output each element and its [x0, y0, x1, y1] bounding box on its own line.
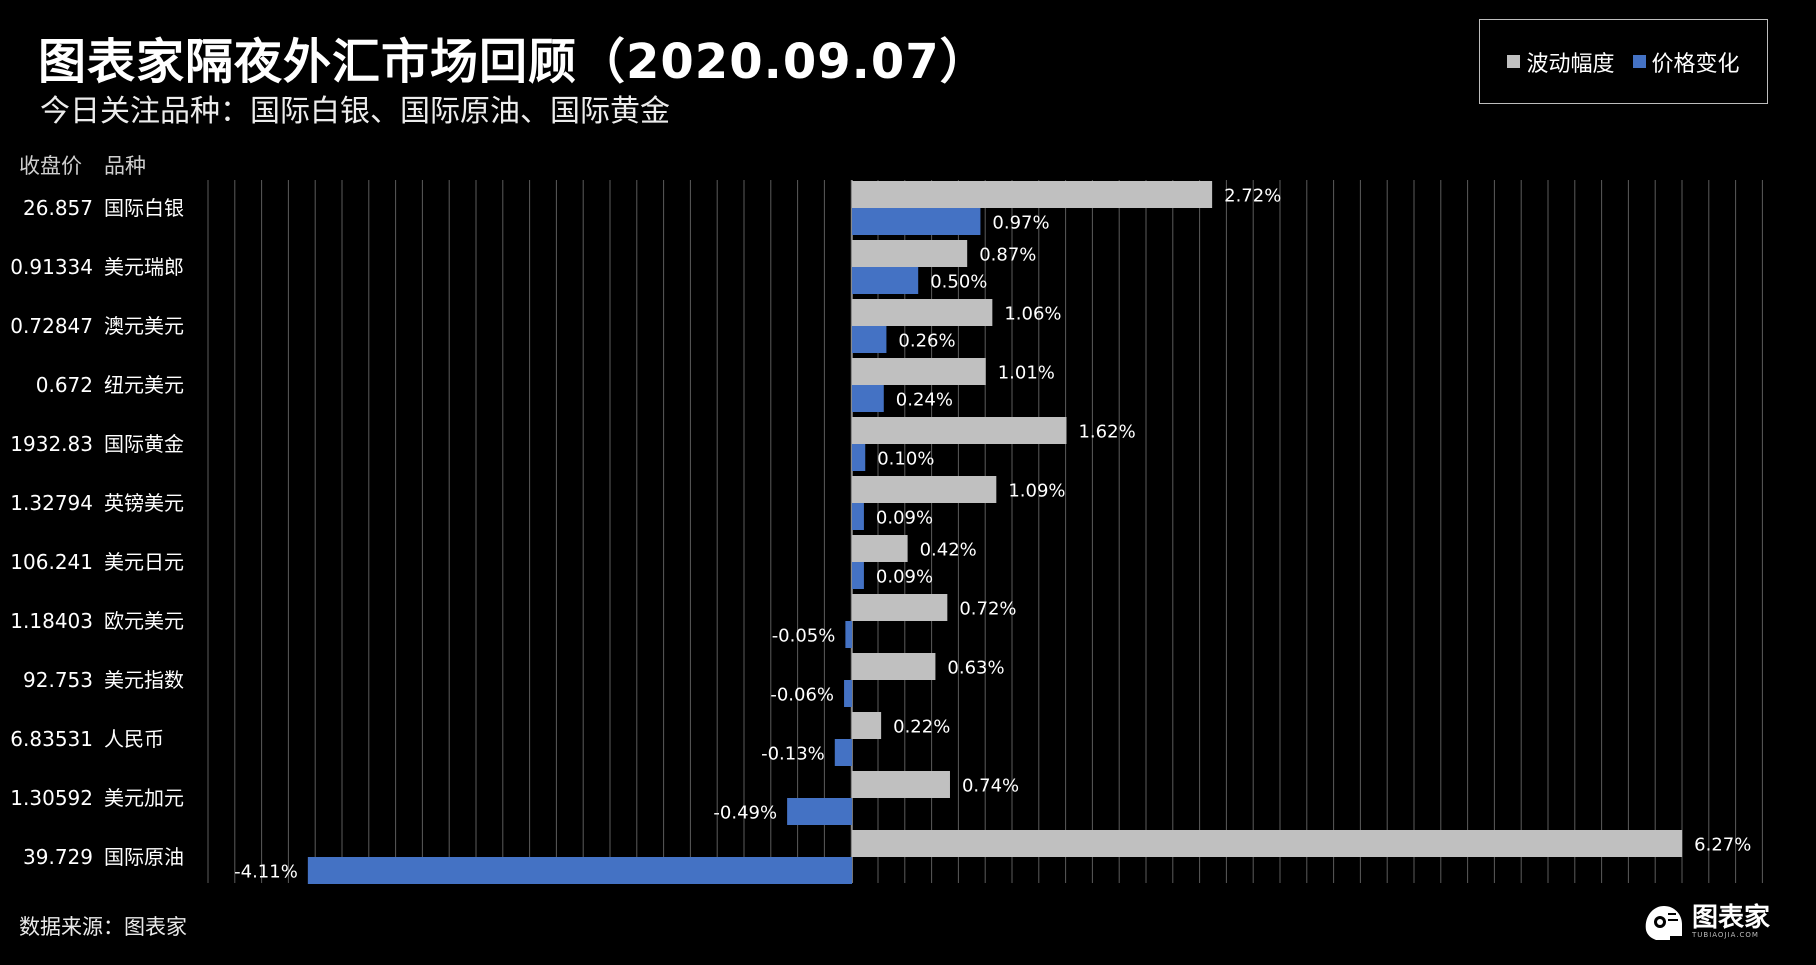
- category-label: 美元加元: [104, 786, 184, 810]
- page-title: 图表家隔夜外汇市场回顾（2020.09.07）: [38, 34, 989, 90]
- bar-price-change: [307, 857, 852, 884]
- data-label: 0.50%: [930, 272, 987, 293]
- data-label: 0.42%: [920, 540, 977, 561]
- category-label: 欧元美元: [104, 609, 184, 633]
- category-label: 纽元美元: [104, 373, 184, 397]
- data-label: 1.01%: [998, 363, 1055, 384]
- category-label: 澳元美元: [104, 314, 184, 338]
- close-price-label: 0.91334: [10, 255, 93, 279]
- data-label: -0.06%: [770, 685, 834, 706]
- logo-text: 图表家: [1692, 903, 1771, 933]
- legend-item-price-change: 价格变化: [1632, 46, 1740, 78]
- close-price-label: 0.672: [36, 373, 93, 397]
- data-label: 0.26%: [898, 331, 955, 352]
- bar-volatility: [852, 653, 936, 680]
- bar-volatility: [852, 358, 986, 385]
- data-label: -4.11%: [234, 862, 298, 883]
- category-label: 人民币: [104, 727, 164, 751]
- logo-subtext: TUBIAOJIA.COM: [1692, 931, 1759, 939]
- bar-volatility: [852, 417, 1067, 444]
- bar-price-change: [852, 208, 981, 235]
- close-price-label: 26.857: [23, 196, 93, 220]
- data-label: 0.97%: [992, 213, 1049, 234]
- bar-price-change: [787, 798, 852, 825]
- legend-label-volatility: 波动幅度: [1526, 51, 1615, 77]
- chart-legend: 波动幅度 价格变化: [1479, 19, 1768, 104]
- data-label: 0.22%: [893, 717, 950, 738]
- category-label: 国际黄金: [104, 432, 184, 456]
- bar-price-change: [852, 267, 919, 294]
- bar-volatility: [852, 240, 968, 267]
- bar-price-change: [852, 503, 864, 530]
- close-price-label: 39.729: [23, 845, 93, 869]
- bar-price-change: [844, 680, 852, 707]
- column-header-name: 品种: [104, 154, 146, 178]
- data-label: 0.09%: [876, 567, 933, 588]
- data-label: -0.13%: [761, 744, 825, 765]
- data-label: 0.09%: [876, 508, 933, 529]
- close-price-label: 92.753: [23, 668, 93, 692]
- bar-price-change: [852, 562, 864, 589]
- close-price-label: 106.241: [10, 550, 93, 574]
- data-label: 0.74%: [962, 776, 1019, 797]
- category-label: 美元指数: [104, 668, 184, 692]
- bar-volatility: [852, 712, 882, 739]
- data-label: -0.05%: [772, 626, 836, 647]
- close-price-label: 1.30592: [10, 786, 93, 810]
- bar-price-change: [834, 739, 852, 766]
- data-label: 0.72%: [959, 599, 1016, 620]
- bar-volatility: [852, 830, 1683, 857]
- data-source: 数据来源：图表家: [19, 915, 187, 939]
- legend-item-volatility: 波动幅度: [1507, 46, 1615, 78]
- legend-swatch-price-change: [1632, 55, 1646, 68]
- brand-logo: 图表家 TUBIAOJIA.COM: [1640, 900, 1770, 944]
- close-price-label: 1.32794: [10, 491, 93, 515]
- close-price-label: 1932.83: [10, 432, 93, 456]
- data-label: 6.27%: [1694, 835, 1751, 856]
- data-label: 0.24%: [896, 390, 953, 411]
- close-price-label: 6.83531: [10, 727, 93, 751]
- data-label: 2.72%: [1224, 186, 1281, 207]
- column-header-price: 收盘价: [19, 154, 82, 178]
- category-label: 国际白银: [104, 196, 184, 220]
- close-price-label: 1.18403: [10, 609, 93, 633]
- legend-swatch-volatility: [1507, 55, 1521, 68]
- bar-price-change: [852, 385, 884, 412]
- data-label: 0.63%: [947, 658, 1004, 679]
- category-label: 美元日元: [104, 550, 184, 574]
- data-label: 1.09%: [1008, 481, 1065, 502]
- data-label: 0.10%: [877, 449, 934, 470]
- bar-volatility: [852, 299, 993, 326]
- bar-volatility: [852, 594, 948, 621]
- bar-volatility: [852, 771, 950, 798]
- category-label: 国际原油: [104, 845, 184, 869]
- bar-price-change: [852, 326, 887, 353]
- data-label: 1.06%: [1004, 304, 1061, 325]
- category-label: 英镑美元: [104, 491, 184, 515]
- bar-volatility: [852, 476, 997, 503]
- bar-volatility: [852, 535, 908, 562]
- page-subtitle: 今日关注品种：国际白银、国际原油、国际黄金: [40, 94, 670, 129]
- logo-head-icon: [1645, 906, 1682, 940]
- bar-price-change: [845, 621, 852, 648]
- data-label: -0.49%: [713, 803, 777, 824]
- data-label: 1.62%: [1078, 422, 1135, 443]
- bar-price-change: [852, 444, 866, 471]
- data-label: 0.87%: [979, 245, 1036, 266]
- bar-volatility: [852, 181, 1213, 208]
- close-price-label: 0.72847: [10, 314, 93, 338]
- category-label: 美元瑞郎: [104, 255, 184, 279]
- legend-label-price-change: 价格变化: [1651, 51, 1740, 77]
